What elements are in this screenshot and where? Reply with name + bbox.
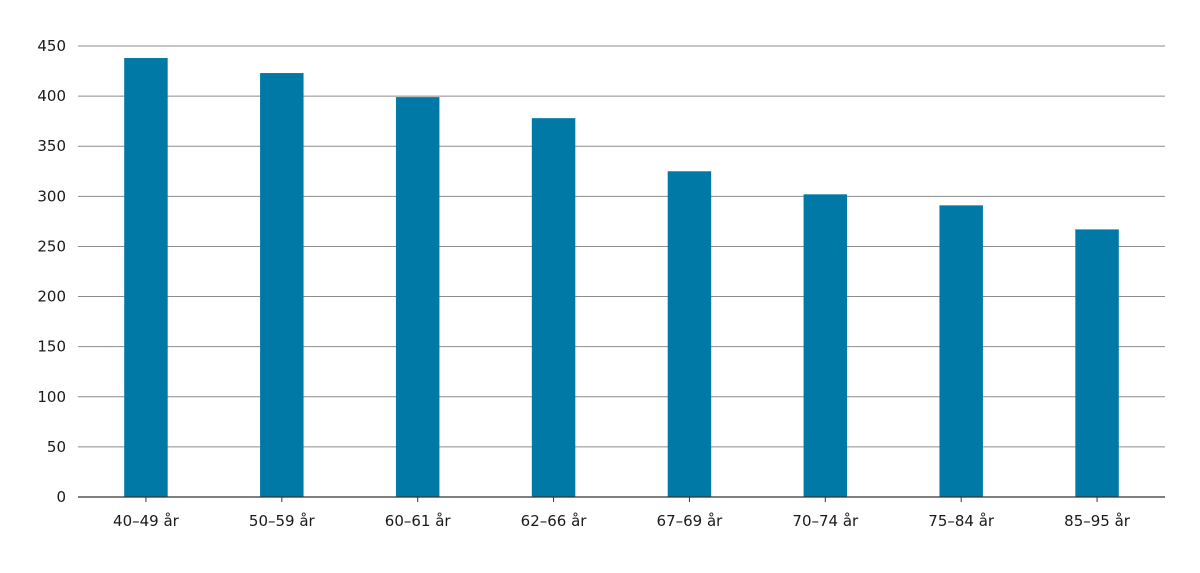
y-tick-label: 250: [37, 237, 66, 255]
y-tick-label: 50: [47, 438, 66, 456]
x-tick-label: 40–49 år: [113, 512, 180, 530]
x-tick-label: 70–74 år: [792, 512, 859, 530]
y-tick-label: 200: [37, 288, 66, 306]
y-tick-label: 400: [37, 87, 66, 105]
bar: [667, 171, 712, 497]
bar: [1075, 229, 1119, 497]
x-tick-label: 67–69 år: [657, 512, 724, 530]
x-tick-label: 60–61 år: [385, 512, 452, 530]
bar: [531, 118, 576, 497]
y-tick-label: 150: [37, 338, 66, 356]
y-tick-label: 300: [37, 187, 66, 205]
bar: [939, 205, 983, 497]
bar: [395, 97, 440, 497]
y-tick-label: 350: [37, 137, 66, 155]
y-tick-label: 100: [37, 388, 66, 406]
x-tick-label: 85–95 år: [1064, 512, 1131, 530]
axes: 0 50 100 150 200 250 300 350 400 450 40–49 år 50–59…: [37, 37, 1165, 530]
bar: [803, 194, 848, 497]
bar: [260, 73, 304, 497]
y-tick-label: 450: [37, 37, 66, 55]
x-tick-label: 50–59 år: [249, 512, 316, 530]
x-tick-label: 62–66 år: [521, 512, 588, 530]
gridlines: [78, 45, 1165, 448]
bars: [124, 58, 1119, 497]
y-tick-label: 0: [56, 488, 66, 506]
x-tick-label: 75–84 år: [928, 512, 995, 530]
bar: [124, 58, 168, 497]
